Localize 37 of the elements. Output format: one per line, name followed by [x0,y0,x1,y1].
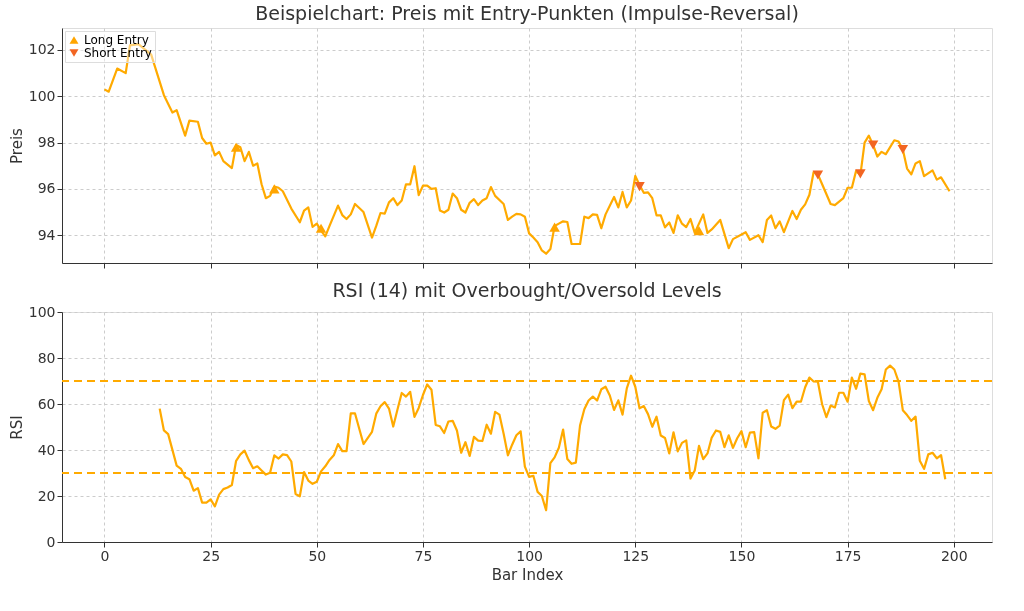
y-tick-label: 100 [28,87,56,104]
point [269,184,280,194]
y-axis-title: Preis [7,127,26,164]
y-tick-label: 100 [28,303,56,320]
x-tick-label: 200 [940,547,968,564]
y-tick-label: 102 [28,41,56,58]
y-tick-label: 20 [37,487,56,504]
point [230,142,242,152]
point [867,140,879,150]
legend-label: Short Entry [84,46,152,60]
y-tick-label: 60 [37,395,56,412]
x-tick-label: 150 [728,547,756,564]
x-tick-label: 175 [834,547,862,564]
y-tick-label: 0 [46,533,56,550]
x-tick-label: 100 [516,547,543,564]
x-tick-label: 0 [100,547,110,564]
point [897,145,909,155]
x-tick-label: 75 [414,547,433,564]
x-tick-label: 25 [202,547,221,564]
x-tick-label: 50 [308,547,327,564]
y-tick-label: 98 [37,134,56,151]
y-tick-label: 96 [37,180,56,197]
chart-title: Beispielchart: Preis mit Entry-Punkten (Impulse-Reversal) [255,2,799,24]
point [812,170,824,180]
x-axis-title: Bar Index [491,565,564,584]
point [855,169,866,179]
chart-title: RSI (14) mit Overbought/Oversold Levels [332,279,722,301]
y-tick-label: 94 [37,226,56,243]
y-tick-label: 80 [37,349,56,366]
legend-label: Long Entry [84,33,149,47]
y-axis-title: RSI [7,415,26,440]
x-tick-label: 125 [622,547,650,564]
point [634,182,645,192]
point [315,223,327,233]
y-tick-label: 40 [37,441,56,458]
point [693,226,705,236]
point [549,222,560,232]
